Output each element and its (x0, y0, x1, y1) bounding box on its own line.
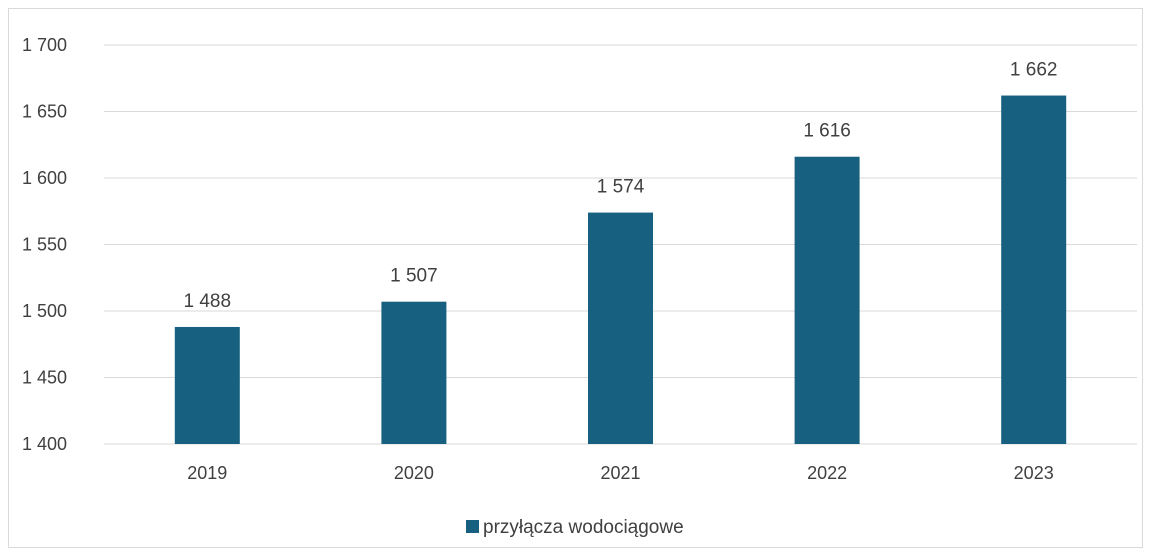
y-tick-label: 1 650 (22, 102, 67, 122)
bar (174, 326, 240, 444)
x-tick-label: 2022 (807, 463, 847, 483)
legend: przyłącza wodociągowe (466, 517, 684, 538)
legend-label: przyłącza wodociągowe (483, 517, 684, 538)
x-tick-label: 2019 (187, 463, 227, 483)
bar (794, 156, 860, 444)
data-label: 1 574 (597, 177, 645, 198)
y-tick-label: 1 700 (22, 35, 67, 55)
y-tick-label: 1 450 (22, 368, 67, 388)
data-label: 1 488 (184, 291, 232, 312)
x-tick-label: 2023 (1014, 463, 1054, 483)
bar (381, 301, 447, 444)
bar (588, 212, 653, 444)
x-tick-label: 2020 (394, 463, 434, 483)
legend-swatch (466, 520, 479, 533)
data-label: 1 507 (390, 266, 438, 287)
data-label: 1 662 (1010, 60, 1058, 81)
bar (1001, 95, 1067, 444)
y-tick-label: 1 500 (22, 301, 67, 321)
y-tick-label: 1 600 (22, 168, 67, 188)
chart-frame (8, 8, 1143, 548)
y-tick-label: 1 550 (22, 235, 67, 255)
y-tick-label: 1 400 (22, 434, 67, 454)
data-label: 1 616 (803, 121, 851, 142)
x-tick-label: 2021 (600, 463, 640, 483)
